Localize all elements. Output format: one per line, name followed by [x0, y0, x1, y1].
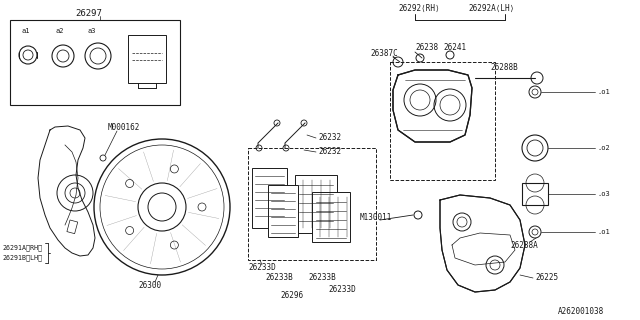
Text: 26292A⟨LH⟩: 26292A⟨LH⟩ — [468, 4, 515, 12]
Bar — [67, 220, 77, 234]
Bar — [248, 148, 376, 260]
Text: 26238: 26238 — [415, 44, 438, 52]
Text: 26288A: 26288A — [510, 241, 538, 250]
Text: 26291A〈RH〉: 26291A〈RH〉 — [2, 245, 42, 251]
Polygon shape — [440, 195, 525, 292]
Text: 26233B: 26233B — [308, 274, 336, 283]
Text: 26241: 26241 — [443, 44, 466, 52]
Text: M000162: M000162 — [108, 124, 140, 132]
Text: 26300: 26300 — [138, 281, 161, 290]
Bar — [312, 192, 350, 242]
Bar — [522, 183, 548, 205]
Text: 26291B〈LH〉: 26291B〈LH〉 — [2, 255, 42, 261]
Text: 26232: 26232 — [318, 133, 341, 142]
Text: .o3: .o3 — [597, 191, 610, 197]
Text: .o1: .o1 — [597, 89, 610, 95]
Bar — [252, 168, 287, 228]
Text: M130011: M130011 — [360, 213, 392, 222]
Text: a2: a2 — [55, 28, 63, 34]
Text: .o2: .o2 — [597, 145, 610, 151]
Text: A262001038: A262001038 — [558, 308, 604, 316]
Text: 26387C: 26387C — [370, 50, 397, 59]
Text: 26225: 26225 — [535, 274, 558, 283]
Text: 26288B: 26288B — [490, 63, 518, 73]
Text: a3: a3 — [88, 28, 97, 34]
Bar — [268, 185, 298, 237]
Bar — [295, 175, 337, 233]
Text: 26233B: 26233B — [265, 274, 292, 283]
Text: .o1: .o1 — [597, 229, 610, 235]
Text: 26233D: 26233D — [328, 285, 356, 294]
Text: 26233D: 26233D — [248, 263, 276, 273]
Text: 26292⟨RH⟩: 26292⟨RH⟩ — [398, 4, 440, 12]
Text: 26297: 26297 — [75, 10, 102, 19]
Text: a1: a1 — [22, 28, 31, 34]
Text: 26296: 26296 — [280, 292, 303, 300]
Text: 26232: 26232 — [318, 148, 341, 156]
Polygon shape — [393, 70, 472, 142]
Bar — [128, 35, 166, 83]
Bar — [390, 62, 495, 180]
Bar — [10, 20, 180, 105]
